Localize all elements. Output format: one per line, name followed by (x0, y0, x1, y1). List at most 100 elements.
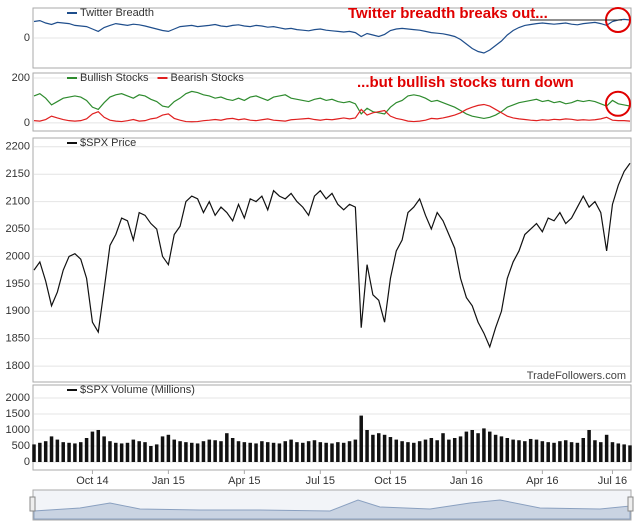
navigator (29, 489, 634, 521)
x-tick-label: Jul 16 (598, 475, 627, 487)
bar (96, 429, 101, 462)
bar (137, 441, 141, 462)
bar (517, 440, 521, 462)
bar (599, 442, 603, 462)
series-line (33, 162, 631, 349)
legend-label: $SPX Volume (Millions) (80, 384, 195, 396)
bar (429, 437, 434, 462)
bar (73, 443, 77, 462)
bar (43, 441, 48, 462)
bar (32, 444, 36, 462)
x-tick-label: Jan 16 (450, 475, 483, 487)
bar (452, 437, 457, 462)
bar (172, 439, 176, 462)
bar (90, 431, 95, 462)
bar (488, 431, 492, 462)
bar (219, 441, 223, 462)
bar (412, 442, 416, 462)
bar (49, 436, 54, 462)
y-tick-label: 1850 (6, 333, 30, 345)
x-tick-label: Jan 15 (152, 475, 185, 487)
bar (616, 443, 621, 462)
bar (365, 429, 369, 462)
bar (347, 441, 352, 462)
bar (593, 440, 597, 462)
bar (324, 442, 328, 462)
navigator-handle[interactable] (627, 496, 634, 512)
bar (417, 441, 422, 462)
y-tick-label: 500 (12, 440, 30, 452)
bar (318, 442, 323, 462)
bar (464, 431, 469, 462)
bar (283, 441, 288, 462)
bar (125, 442, 130, 462)
bar (178, 441, 182, 462)
series-line (33, 18, 631, 54)
bar (265, 442, 270, 462)
bar (154, 444, 159, 462)
bar (114, 442, 118, 462)
bar (528, 438, 533, 462)
bar (353, 439, 358, 462)
y-tick-label: 1800 (6, 360, 30, 372)
bar (499, 436, 504, 462)
bar (131, 439, 136, 462)
bar (569, 442, 574, 462)
bar (563, 440, 568, 462)
bar (575, 442, 580, 462)
bar (546, 442, 550, 462)
bar (225, 433, 229, 462)
bar (394, 439, 399, 462)
bar (534, 439, 539, 462)
bar (400, 441, 404, 462)
bar (201, 441, 206, 462)
bar (143, 442, 147, 462)
bar (295, 442, 299, 462)
y-tick-label: 1000 (6, 424, 30, 436)
bar (628, 445, 632, 462)
bar (341, 442, 346, 462)
y-tick-label: 0 (24, 32, 30, 44)
bar (622, 444, 626, 462)
bar (435, 440, 439, 462)
navigator-handle[interactable] (29, 496, 36, 512)
x-tick-label: Apr 16 (526, 475, 558, 487)
y-tick-label: 2000 (6, 250, 30, 262)
bar (388, 437, 393, 462)
y-tick-label: 2100 (6, 196, 30, 208)
y-tick-label: 1900 (6, 305, 30, 317)
bar (207, 439, 212, 462)
bar (38, 442, 42, 462)
panel-frame (32, 72, 632, 132)
legend-label: $SPX Price (80, 137, 136, 149)
x-tick-label: Apr 15 (228, 475, 260, 487)
panel-frame (32, 7, 632, 69)
bar (184, 442, 188, 462)
bar (359, 415, 363, 462)
bar (505, 437, 510, 462)
panel-frame (32, 137, 632, 383)
y-tick-label: 1950 (6, 278, 30, 290)
bar (108, 441, 112, 462)
y-tick-label: 0 (24, 456, 30, 468)
bar (190, 442, 194, 462)
y-tick-label: 2200 (6, 141, 30, 153)
bar (447, 439, 451, 462)
bar (248, 442, 252, 462)
bar (277, 443, 282, 462)
series-line (33, 90, 631, 120)
series-line (33, 103, 631, 123)
bar (371, 434, 375, 462)
source-label: TradeFollowers.com (527, 370, 626, 382)
bar (382, 434, 387, 462)
bar (458, 436, 463, 462)
legend-label: Bullish Stocks (80, 72, 149, 84)
bar (540, 441, 545, 462)
bar (230, 437, 235, 462)
panel-frame (32, 384, 632, 471)
bar (166, 434, 171, 462)
bar (260, 441, 264, 462)
bar (67, 442, 71, 462)
bar (213, 440, 217, 462)
bar (470, 429, 474, 462)
